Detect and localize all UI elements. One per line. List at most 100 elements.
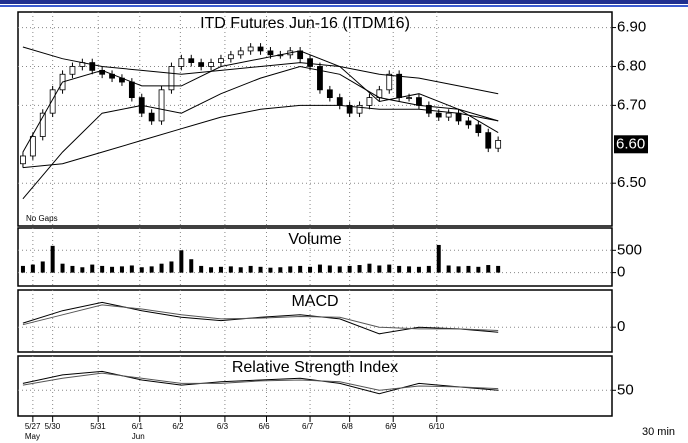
last-price-label: 6.60 <box>616 135 645 152</box>
x-tick-label: 6/6 <box>258 422 270 431</box>
month-label: May <box>25 432 40 441</box>
y-tick-label: 0 <box>617 264 625 281</box>
y-tick-label: 6.90 <box>617 19 646 36</box>
bar <box>466 265 471 273</box>
bar <box>129 265 134 273</box>
x-tick-label: 6/1 <box>132 422 144 431</box>
candle-body <box>366 97 373 106</box>
panel-frame <box>17 227 613 287</box>
bar <box>367 263 372 273</box>
candle-body <box>267 50 274 56</box>
bar <box>416 266 421 273</box>
candle-body <box>158 89 165 122</box>
bar <box>100 265 105 273</box>
bar <box>30 264 35 273</box>
bar <box>139 267 144 273</box>
candle-body <box>336 97 343 106</box>
annotation: No Gaps <box>26 214 58 223</box>
candle-body <box>326 89 333 99</box>
top-bar-accent <box>0 5 688 7</box>
bar <box>189 259 194 273</box>
candle-body <box>455 112 462 122</box>
bar <box>407 266 412 273</box>
bar <box>80 267 85 273</box>
bar <box>159 263 164 273</box>
bar <box>377 265 382 273</box>
bar <box>347 265 352 273</box>
top-bar <box>0 0 688 4</box>
x-tick-label: 5/31 <box>90 422 106 431</box>
candle-body <box>208 62 214 67</box>
panel-frame <box>17 11 613 227</box>
line-series <box>22 50 499 153</box>
candle-body <box>435 112 442 118</box>
candle-body <box>495 139 502 149</box>
candle-body <box>386 73 393 91</box>
x-tick-label: 6/3 <box>217 422 229 431</box>
bar <box>486 265 491 273</box>
x-tick-label: 6/10 <box>429 422 445 431</box>
x-tick-label: 6/8 <box>342 422 354 431</box>
bar <box>397 265 402 273</box>
candle-body <box>20 155 26 165</box>
bar <box>119 266 124 273</box>
candle-body <box>188 58 195 63</box>
y-tick-label: 6.50 <box>617 174 646 191</box>
x-tick-label: 6/7 <box>302 422 314 431</box>
bar <box>228 266 233 273</box>
y-tick-label: 6.70 <box>617 96 646 113</box>
candle-body <box>257 46 264 52</box>
x-tick-label: 5/30 <box>45 422 61 431</box>
bar <box>436 244 441 273</box>
month-label: Jun <box>132 432 145 441</box>
candle-body <box>128 81 135 98</box>
candle-body <box>227 54 234 60</box>
candle-body <box>485 132 492 149</box>
candle-body <box>29 136 36 157</box>
x-tick-label: 5/27 <box>25 422 41 431</box>
bar <box>60 263 65 273</box>
bar <box>40 261 45 273</box>
candle-body <box>346 104 353 114</box>
candle-body <box>307 58 313 67</box>
line-series <box>22 370 499 395</box>
candle-body <box>178 58 185 67</box>
bar <box>476 266 481 273</box>
candle-body <box>168 66 175 91</box>
candle-body <box>198 62 205 67</box>
bar <box>209 267 214 273</box>
line-series <box>22 104 499 169</box>
bar <box>179 250 184 273</box>
bar <box>337 266 342 273</box>
panel-title: MACD <box>291 293 338 310</box>
panel-frame <box>17 289 613 353</box>
bar <box>288 266 293 273</box>
candle-body <box>237 50 244 56</box>
y-tick-label: 0 <box>617 318 625 335</box>
line-series <box>22 301 499 335</box>
candle-body <box>247 46 254 52</box>
candle-body <box>396 73 403 99</box>
candle-body <box>406 97 412 99</box>
bar <box>70 265 75 273</box>
candle-body <box>445 112 452 118</box>
bar <box>248 265 253 273</box>
x-tick-label: 6/9 <box>385 422 397 431</box>
bar <box>199 265 204 273</box>
bar <box>149 266 154 273</box>
line-series <box>22 46 499 95</box>
candle-body <box>148 112 155 122</box>
y-tick-label: 50 <box>617 381 634 398</box>
line-series <box>22 304 499 331</box>
candle-body <box>416 97 422 106</box>
bar <box>426 265 431 273</box>
bar <box>456 266 461 273</box>
bar <box>50 245 55 273</box>
candle-body <box>475 124 482 134</box>
bar <box>387 264 392 273</box>
candle-body <box>218 58 224 63</box>
y-tick-label: 6.80 <box>617 57 646 74</box>
candle-body <box>465 120 472 126</box>
panel-title: Relative Strength Index <box>232 359 398 376</box>
